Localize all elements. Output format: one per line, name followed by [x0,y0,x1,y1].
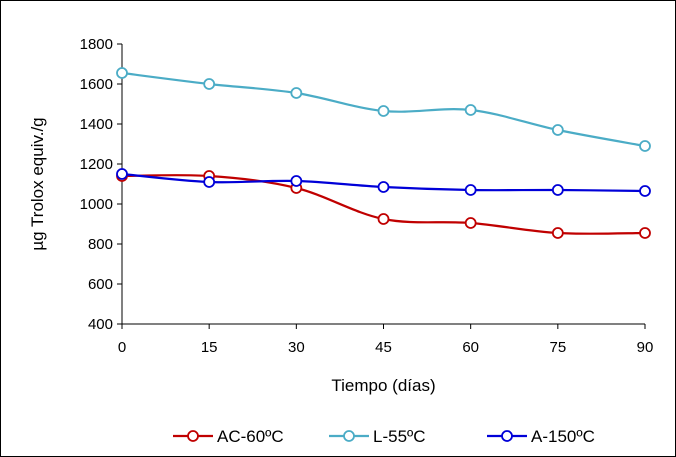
data-point [377,181,390,193]
data-point [116,67,128,79]
y-tick-label: 800 [88,236,113,253]
y-tick-label: 400 [88,316,113,333]
data-point [116,168,128,180]
series-l-55-c [116,67,651,152]
y-tick-label: 1200 [80,156,113,173]
series-lines [116,67,651,239]
legend: AC-60ºC L-55ºC A-150ºC [173,427,595,446]
x-axis-title: Tiempo (días) [331,376,435,395]
x-tick-label: 0 [118,339,126,356]
data-point [639,140,651,152]
x-tick-label: 60 [462,339,479,356]
data-point [464,104,477,116]
y-tick-label: 1600 [80,76,113,93]
data-point [551,124,564,136]
legend-label: A-150ºC [531,427,595,446]
legend-swatch-marker [501,430,513,442]
legend-swatch-marker [343,430,355,442]
data-point [377,213,390,225]
y-tick-label: 1000 [80,196,113,213]
y-tick-label: 600 [88,276,113,293]
series-a-150-c [116,168,651,197]
data-point [203,78,216,90]
x-tick-label: 15 [201,339,218,356]
data-point [639,227,651,239]
legend-swatch-marker [187,430,199,442]
data-point [551,227,564,239]
axes [117,43,646,329]
legend-label: AC-60ºC [217,427,284,446]
data-point [551,184,564,196]
data-point [464,217,477,229]
x-tick-label: 75 [549,339,566,356]
legend-item: AC-60ºC [173,427,284,446]
data-point [639,185,651,197]
y-tick-label: 1400 [80,116,113,133]
data-point [377,105,390,117]
x-tick-label: 30 [288,339,305,356]
data-point [203,176,216,188]
x-tick-label: 90 [637,339,654,356]
data-point [290,87,303,99]
legend-label: L-55ºC [373,427,426,446]
data-point [290,175,303,187]
tick-labels: 400 600 800 1000 1200 1400 1600 1800 0 15 30 45 60 75… [80,36,654,356]
y-axis-title: µg Trolox equiv./g [28,117,47,250]
x-tick-label: 45 [375,339,392,356]
data-point [464,184,477,196]
legend-item: L-55ºC [329,427,426,446]
y-tick-label: 1800 [80,36,113,53]
legend-item: A-150ºC [487,427,595,446]
